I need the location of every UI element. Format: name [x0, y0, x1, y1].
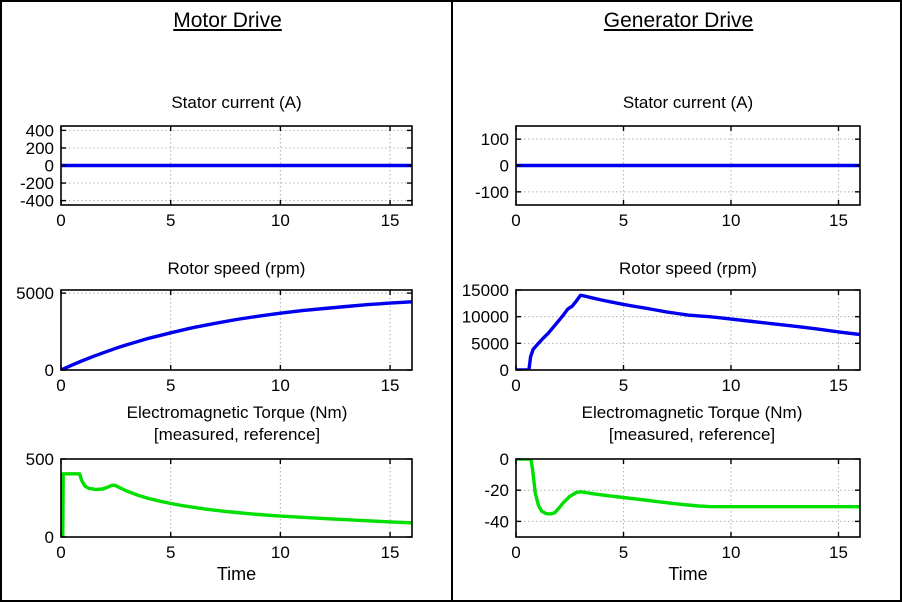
chart-title: Electromagnetic Torque (Nm) [measured, r…	[42, 402, 432, 446]
svg-text:0: 0	[56, 376, 65, 395]
x-axis-label: Time	[668, 564, 708, 584]
svg-text:0: 0	[500, 450, 509, 469]
svg-text:0: 0	[511, 543, 520, 562]
svg-text:-200: -200	[20, 174, 54, 193]
panel-title-generator-drive: Generator Drive	[603, 9, 754, 32]
svg-text:5: 5	[619, 211, 628, 230]
generator-rotor-speed-plot: 0 5 10 15 0 5000 10000 15000	[462, 281, 861, 395]
chart-title-line1: Electromagnetic Torque (Nm)	[581, 403, 803, 422]
svg-text:10: 10	[271, 376, 290, 395]
chart-title: Rotor speed (rpm)	[167, 259, 306, 278]
svg-text:10: 10	[722, 211, 741, 230]
chart-title: Stator current (A)	[171, 93, 302, 112]
chart-title-line2: [measured, reference]	[153, 425, 321, 444]
svg-text:15000: 15000	[462, 281, 509, 300]
svg-text:5000: 5000	[16, 284, 54, 303]
svg-text:0: 0	[500, 157, 509, 176]
svg-text:5000: 5000	[471, 334, 509, 353]
generator-torque-plot: 0 5 10 15 0 -20 -40	[484, 450, 861, 562]
svg-text:-20: -20	[484, 481, 509, 500]
chart-title: Stator current (A)	[622, 93, 754, 112]
svg-text:15: 15	[381, 211, 400, 230]
svg-text:5: 5	[166, 543, 175, 562]
svg-text:10000: 10000	[462, 308, 509, 327]
chart-title-line2: [measured, reference]	[608, 425, 776, 444]
svg-text:400: 400	[26, 121, 54, 140]
svg-text:15: 15	[381, 543, 400, 562]
svg-text:0: 0	[56, 211, 65, 230]
svg-text:15: 15	[829, 376, 848, 395]
svg-text:15: 15	[381, 376, 400, 395]
svg-text:200: 200	[26, 139, 54, 158]
svg-text:500: 500	[26, 450, 54, 469]
svg-text:10: 10	[722, 376, 741, 395]
panel-divider	[451, 2, 453, 600]
chart-title: Electromagnetic Torque (Nm) [measured, r…	[497, 402, 887, 446]
svg-text:5: 5	[619, 543, 628, 562]
svg-text:15: 15	[829, 211, 848, 230]
svg-text:0: 0	[511, 211, 520, 230]
svg-text:0: 0	[500, 361, 509, 380]
svg-text:5: 5	[166, 211, 175, 230]
x-axis-label: Time	[216, 564, 257, 584]
chart-title: Rotor speed (rpm)	[619, 259, 757, 278]
svg-text:10: 10	[722, 543, 741, 562]
motor-torque-plot: 0 5 10 15 0 500	[26, 450, 413, 562]
motor-rotor-speed-plot: 0 5 10 15 0 5000	[16, 284, 413, 395]
svg-text:5: 5	[166, 376, 175, 395]
svg-text:10: 10	[271, 543, 290, 562]
svg-text:0: 0	[45, 157, 54, 176]
svg-text:-100: -100	[475, 183, 509, 202]
panel-title-motor-drive: Motor Drive	[173, 9, 282, 32]
svg-text:-40: -40	[484, 512, 509, 531]
svg-text:-400: -400	[20, 192, 54, 211]
svg-text:0: 0	[45, 528, 54, 547]
chart-title-line1: Electromagnetic Torque (Nm)	[126, 403, 348, 422]
svg-text:0: 0	[56, 543, 65, 562]
svg-text:100: 100	[481, 130, 509, 149]
svg-text:0: 0	[511, 376, 520, 395]
svg-text:0: 0	[45, 361, 54, 380]
svg-text:15: 15	[829, 543, 848, 562]
svg-text:5: 5	[619, 376, 628, 395]
svg-text:10: 10	[271, 211, 290, 230]
